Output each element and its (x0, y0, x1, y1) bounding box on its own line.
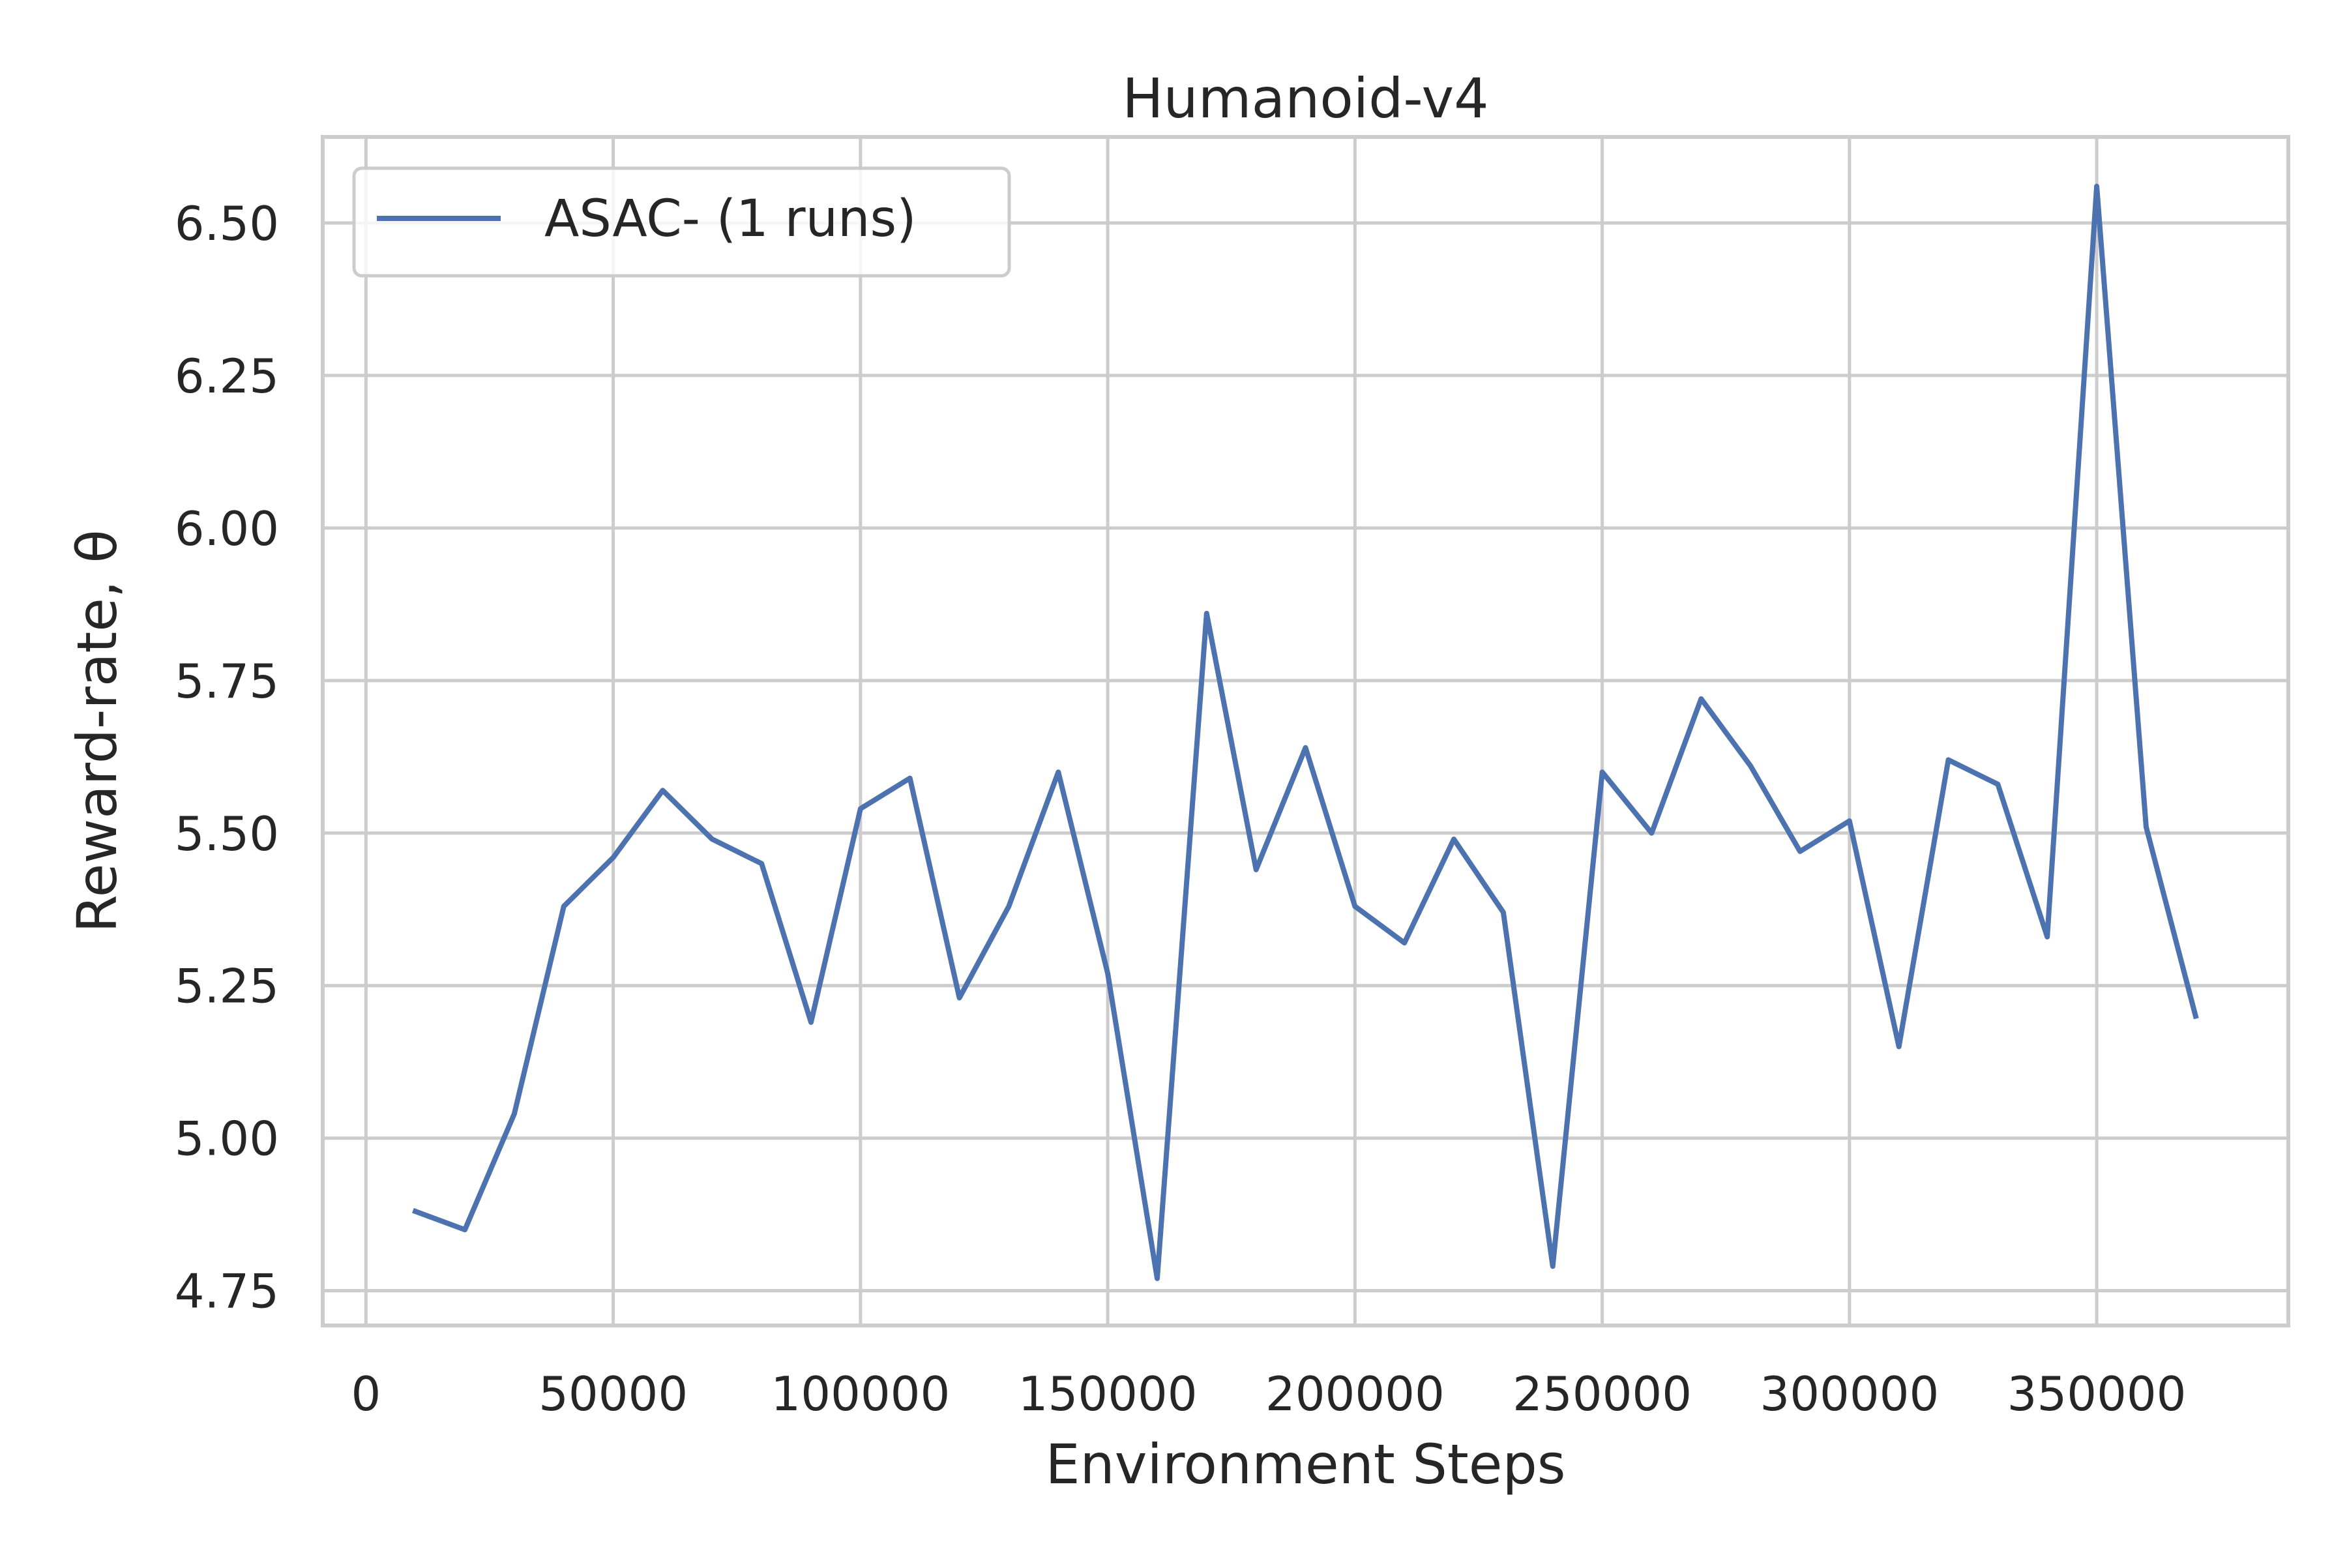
x-axis-label: Environment Steps (1045, 1432, 1565, 1496)
y-tick-label: 6.00 (175, 501, 279, 556)
plot-frame (321, 135, 2290, 1327)
series-layer (412, 183, 2199, 1281)
x-tick-label: 50000 (539, 1367, 688, 1421)
x-tick-label: 250000 (1513, 1367, 1692, 1421)
y-tick-label: 4.75 (175, 1264, 279, 1319)
chart-title: Humanoid-v4 (1122, 67, 1488, 130)
x-tick-label: 350000 (2007, 1367, 2187, 1421)
y-tick-label: 6.25 (175, 349, 279, 404)
series-line (412, 183, 2199, 1281)
legend: ASAC- (1 runs) (352, 166, 1011, 278)
y-axis-label: Reward-rate, θ (65, 529, 129, 933)
grid (323, 137, 2288, 1325)
legend-label: ASAC- (1 runs) (544, 190, 917, 248)
y-tick-label: 5.75 (175, 654, 279, 709)
y-tick-label: 6.50 (175, 196, 279, 251)
y-tick-label: 5.00 (175, 1112, 279, 1166)
x-tick-label: 200000 (1265, 1367, 1445, 1421)
tick-labels: 0 50000 100000 150000 200000 250000 300000 3500… (175, 196, 2187, 1421)
plot-border (321, 135, 2290, 1327)
y-tick-label: 5.25 (175, 959, 279, 1014)
y-tick-label: 5.50 (175, 806, 279, 861)
x-tick-label: 0 (351, 1367, 381, 1421)
legend-box (352, 166, 1011, 278)
x-tick-label: 150000 (1018, 1367, 1198, 1421)
x-tick-label: 100000 (771, 1367, 950, 1421)
x-tick-label: 300000 (1760, 1367, 1939, 1421)
